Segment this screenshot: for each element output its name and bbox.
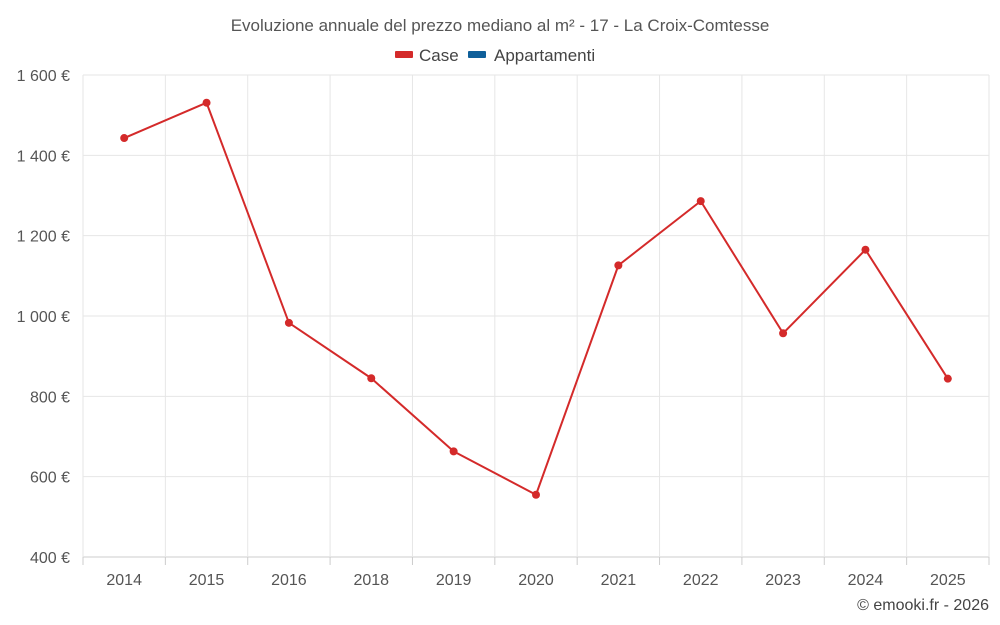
y-axis: 400 € 600 € 800 € 1 000 € 1 200 € 1 400 € 1 60… <box>17 68 70 567</box>
x-tick-label: 2021 <box>601 572 637 589</box>
legend-swatch-appartamenti <box>468 51 486 58</box>
data-point[interactable] <box>120 134 129 143</box>
data-point[interactable] <box>943 374 952 383</box>
data-point[interactable] <box>861 245 870 254</box>
x-tick-label: 2024 <box>848 572 884 589</box>
x-tick-label: 2016 <box>271 572 307 589</box>
legend-label-appartamenti: Appartamenti <box>494 46 595 65</box>
y-tick-label: 600 € <box>30 470 70 487</box>
x-tick-label: 2015 <box>189 572 225 589</box>
x-tick-label: 2019 <box>436 572 472 589</box>
data-point[interactable] <box>449 447 458 456</box>
legend-item-appartamenti[interactable]: Appartamenti <box>468 46 595 65</box>
x-tick-label: 2022 <box>683 572 719 589</box>
y-tick-label: 1 000 € <box>17 309 70 326</box>
data-point[interactable] <box>614 261 623 270</box>
legend[interactable]: Case Appartamenti <box>395 46 595 65</box>
data-point[interactable] <box>284 318 293 327</box>
data-point[interactable] <box>532 490 540 499</box>
x-tick-label: 2018 <box>353 572 389 589</box>
x-tick-label: 2025 <box>930 572 966 589</box>
y-tick-label: 400 € <box>30 550 70 567</box>
y-tick-label: 1 600 € <box>17 68 70 85</box>
legend-swatch-case <box>395 51 413 58</box>
x-axis: 2014 2015 2016 2018 2019 2020 2021 2022 2023 2024… <box>106 572 965 589</box>
data-point[interactable] <box>696 197 705 206</box>
credit-text: © emooki.fr - 2026 <box>857 597 989 614</box>
y-tick-label: 1 400 € <box>17 148 70 165</box>
x-tick-label: 2023 <box>765 572 801 589</box>
x-tick-label: 2014 <box>106 572 142 589</box>
legend-label-case: Case <box>419 46 459 65</box>
x-tick-label: 2020 <box>518 572 554 589</box>
y-tick-label: 1 200 € <box>17 229 70 246</box>
data-point[interactable] <box>367 374 376 383</box>
series-group <box>120 98 952 499</box>
data-point[interactable] <box>779 329 788 338</box>
chart-title: Evoluzione annuale del prezzo mediano al… <box>231 16 770 35</box>
legend-item-case[interactable]: Case <box>395 46 459 65</box>
y-tick-label: 800 € <box>30 389 70 406</box>
data-point[interactable] <box>202 98 211 107</box>
